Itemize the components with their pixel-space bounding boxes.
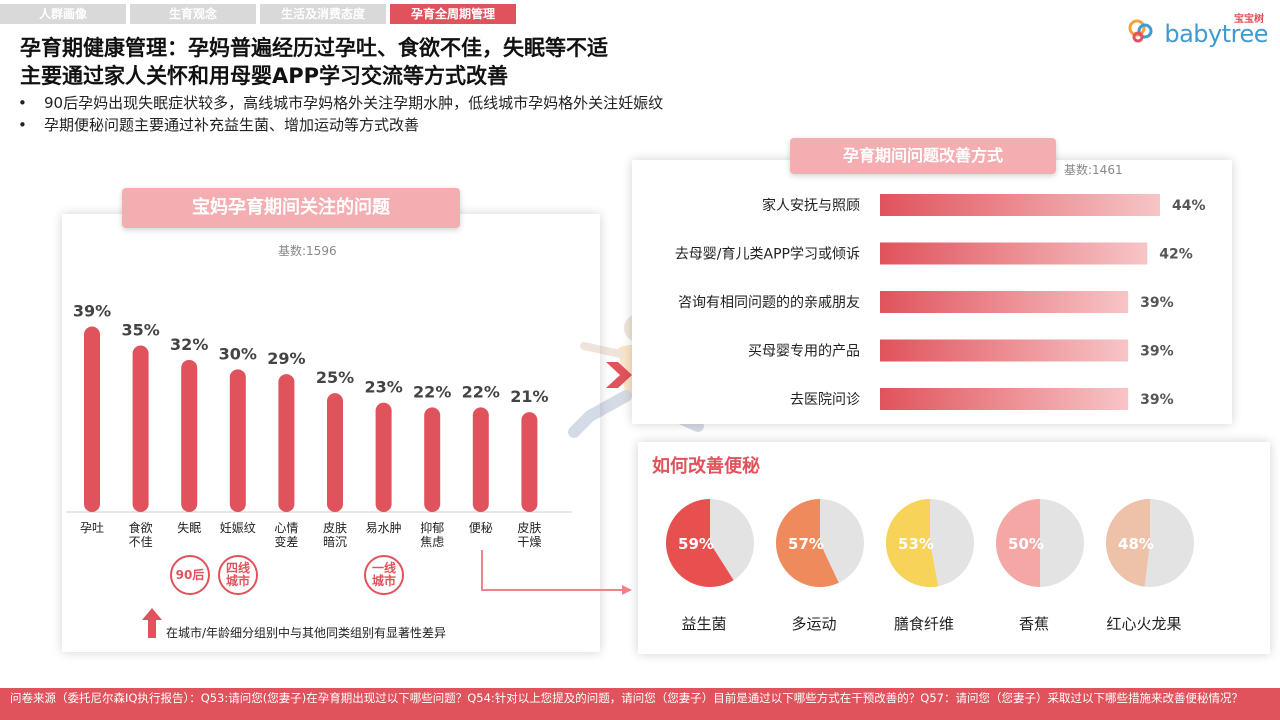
pie-slice bbox=[776, 499, 839, 587]
bar bbox=[132, 345, 149, 512]
bar bbox=[278, 374, 295, 512]
left-chart-base: 基数:1596 bbox=[278, 244, 337, 258]
bar bbox=[472, 407, 489, 512]
chevron-right-icon bbox=[606, 362, 632, 388]
hbar-value-label: 44% bbox=[1172, 198, 1206, 214]
pie-category-label: 多运动 bbox=[791, 615, 836, 633]
pie-slice bbox=[666, 499, 734, 587]
bullet-item: 90后孕妈出现失眠症状较多，高线城市孕妈格外关注孕期水肿，低线城市孕妈格外关注妊… bbox=[18, 92, 663, 114]
hbar-value-label: 42% bbox=[1159, 247, 1193, 263]
bar-value-label: 35% bbox=[121, 321, 159, 340]
pie-value-label: 53% bbox=[898, 535, 934, 553]
tab-fertility-views[interactable]: 生育观念 bbox=[130, 4, 256, 24]
pie-value-label: 57% bbox=[788, 535, 824, 553]
constipation-pie-charts: 59% 益生菌 57% 多运动 53% 膳食纤维 50% 香蕉 48% 红心火龙果 bbox=[666, 499, 1194, 633]
pie-category-label: 益生菌 bbox=[681, 615, 726, 633]
category-label: 抑郁焦虑 bbox=[420, 520, 444, 549]
bar-value-label: 22% bbox=[413, 382, 451, 401]
page-title-line1: 孕育期健康管理：孕妈普遍经历过孕吐、食欲不佳，失眠等不适 bbox=[20, 36, 608, 60]
summary-bullets: 90后孕妈出现失眠症状较多，高线城市孕妈格外关注孕期水肿，低线城市孕妈格外关注妊… bbox=[18, 92, 663, 136]
bar bbox=[327, 393, 343, 512]
bar-value-label: 30% bbox=[219, 344, 257, 363]
logo-cn-text: 宝宝树 bbox=[1234, 14, 1264, 25]
hbar-category-label: 去母婴/育儿类APP学习或倾诉 bbox=[675, 247, 860, 263]
pie-value-label: 59% bbox=[678, 535, 714, 553]
hbar bbox=[880, 339, 1129, 362]
hbar-value-label: 39% bbox=[1140, 295, 1174, 311]
bar bbox=[229, 369, 246, 512]
category-label: 孕吐 bbox=[80, 521, 104, 535]
hbar-category-label: 去医院问诊 bbox=[790, 392, 860, 408]
bar bbox=[521, 412, 538, 512]
bar-value-label: 21% bbox=[510, 387, 548, 406]
flag-tier4-city: 四线 城市 bbox=[218, 555, 258, 595]
logo-en-text: babytree bbox=[1164, 20, 1268, 48]
bar bbox=[84, 326, 100, 512]
bar bbox=[375, 402, 392, 512]
category-label: 食欲不佳 bbox=[129, 520, 153, 549]
category-label: 便秘 bbox=[469, 521, 493, 535]
left-chart-title: 宝妈孕育期间关注的问题 bbox=[122, 188, 460, 228]
bar bbox=[181, 359, 198, 512]
significance-legend: 在城市/年龄细分组别中与其他同类组别有显著性差异 bbox=[166, 626, 447, 640]
hbar bbox=[880, 291, 1129, 313]
significance-arrow-icon bbox=[142, 608, 162, 638]
right-top-base: 基数:1461 bbox=[1064, 163, 1123, 177]
hbar-category-label: 家人安抚与照顾 bbox=[762, 197, 860, 214]
category-label: 皮肤暗沉 bbox=[323, 520, 347, 549]
pie-category-label: 红心火龙果 bbox=[1106, 615, 1181, 633]
flag-90s: 90后 bbox=[170, 555, 210, 595]
hbar bbox=[880, 242, 1148, 265]
right-top-title: 孕育期间问题改善方式 bbox=[790, 138, 1056, 174]
pie-category-label: 香蕉 bbox=[1019, 615, 1049, 633]
category-label: 易水肿 bbox=[366, 520, 402, 535]
tab-full-cycle-management[interactable]: 孕育全周期管理 bbox=[390, 4, 516, 24]
bar-value-label: 32% bbox=[170, 335, 208, 354]
hbar bbox=[880, 194, 1160, 216]
tab-consumption-attitude[interactable]: 生活及消费态度 bbox=[260, 4, 386, 24]
category-label: 妊娠纹 bbox=[220, 521, 256, 535]
tab-persona[interactable]: 人群画像 bbox=[0, 4, 126, 24]
right-bottom-title: 如何改善便秘 bbox=[652, 456, 760, 477]
pie-category-label: 膳食纤维 bbox=[894, 615, 954, 633]
bar-value-label: 25% bbox=[316, 368, 354, 387]
page-title: 孕育期健康管理：孕妈普遍经历过孕吐、食欲不佳，失眠等不适 主要通过家人关怀和用母… bbox=[20, 34, 608, 90]
improvement-hbar-chart: 家人安抚与照顾 44% 去母婴/育儿类APP学习或倾诉 42% 咨询有相同问题的的亲戚朋… bbox=[675, 194, 1206, 410]
hbar-category-label: 买母婴专用的产品 bbox=[748, 344, 860, 360]
bar-value-label: 39% bbox=[73, 302, 111, 321]
concern-bar-chart: 39% 孕吐 35% 食欲不佳 32% 失眠 30% 妊娠纹 29% 心情变差 25% 皮肤暗沉 23%… bbox=[66, 302, 572, 549]
connector-arrow-icon bbox=[481, 550, 632, 595]
bar bbox=[424, 407, 441, 512]
category-label: 皮肤干燥 bbox=[517, 520, 541, 549]
pie-slice bbox=[1106, 499, 1150, 587]
flag-tier1-city: 一线 城市 bbox=[364, 555, 404, 595]
logo-mark-icon bbox=[1128, 19, 1153, 43]
page-title-line2: 主要通过家人关怀和用母婴APP学习交流等方式改善 bbox=[20, 64, 509, 88]
category-label: 失眠 bbox=[177, 520, 201, 535]
pie-slice bbox=[996, 499, 1040, 587]
category-label: 心情变差 bbox=[274, 521, 298, 549]
section-tabs: 人群画像 生育观念 生活及消费态度 孕育全周期管理 bbox=[0, 4, 516, 24]
pie-value-label: 50% bbox=[1008, 535, 1044, 553]
source-footer: 问卷来源（委托尼尔森IQ执行报告）：Q53:请问您(您妻子)在孕育期出现过以下哪… bbox=[0, 688, 1280, 720]
hbar bbox=[880, 388, 1129, 410]
bar-value-label: 29% bbox=[267, 349, 305, 368]
bullet-item: 孕期便秘问题主要通过补充益生菌、增加运动等方式改善 bbox=[18, 114, 663, 136]
hbar-value-label: 39% bbox=[1140, 392, 1174, 408]
babytree-logo: 宝宝树 babytree bbox=[1128, 10, 1268, 48]
pie-value-label: 48% bbox=[1118, 535, 1154, 553]
hbar-value-label: 39% bbox=[1140, 344, 1174, 360]
bar-value-label: 22% bbox=[462, 382, 500, 401]
hbar-category-label: 咨询有相同问题的的亲戚朋友 bbox=[678, 295, 860, 311]
pie-slice bbox=[886, 499, 939, 587]
bar-value-label: 23% bbox=[364, 378, 402, 397]
